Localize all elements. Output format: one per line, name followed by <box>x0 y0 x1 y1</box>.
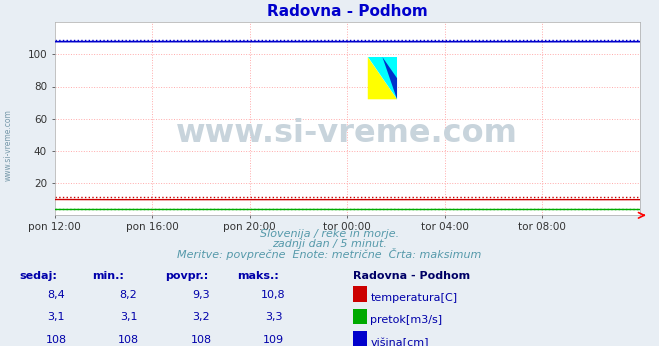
Text: zadnji dan / 5 minut.: zadnji dan / 5 minut. <box>272 239 387 249</box>
Text: 8,4: 8,4 <box>47 290 65 300</box>
Polygon shape <box>368 57 397 99</box>
Text: Meritve: povprečne  Enote: metrične  Črta: maksimum: Meritve: povprečne Enote: metrične Črta:… <box>177 248 482 260</box>
Text: povpr.:: povpr.: <box>165 271 208 281</box>
Text: pretok[m3/s]: pretok[m3/s] <box>370 315 442 325</box>
Text: Slovenija / reke in morje.: Slovenija / reke in morje. <box>260 229 399 239</box>
Text: sedaj:: sedaj: <box>20 271 57 281</box>
Text: 3,1: 3,1 <box>47 312 65 322</box>
Polygon shape <box>368 57 397 99</box>
Text: www.si-vreme.com: www.si-vreme.com <box>3 109 13 181</box>
Text: 3,1: 3,1 <box>120 312 137 322</box>
Text: 108: 108 <box>118 335 139 345</box>
Title: Radovna - Podhom: Radovna - Podhom <box>267 3 428 19</box>
Text: 10,8: 10,8 <box>261 290 286 300</box>
Text: 108: 108 <box>45 335 67 345</box>
Text: Radovna - Podhom: Radovna - Podhom <box>353 271 470 281</box>
Text: 3,2: 3,2 <box>192 312 210 322</box>
Text: min.:: min.: <box>92 271 124 281</box>
Text: temperatura[C]: temperatura[C] <box>370 293 457 302</box>
Polygon shape <box>382 57 397 99</box>
Text: višina[cm]: višina[cm] <box>370 337 429 346</box>
Text: 8,2: 8,2 <box>120 290 137 300</box>
Text: 3,3: 3,3 <box>265 312 282 322</box>
Text: 9,3: 9,3 <box>192 290 210 300</box>
Text: www.si-vreme.com: www.si-vreme.com <box>177 118 518 149</box>
Text: maks.:: maks.: <box>237 271 279 281</box>
Text: 109: 109 <box>263 335 284 345</box>
Text: 108: 108 <box>190 335 212 345</box>
